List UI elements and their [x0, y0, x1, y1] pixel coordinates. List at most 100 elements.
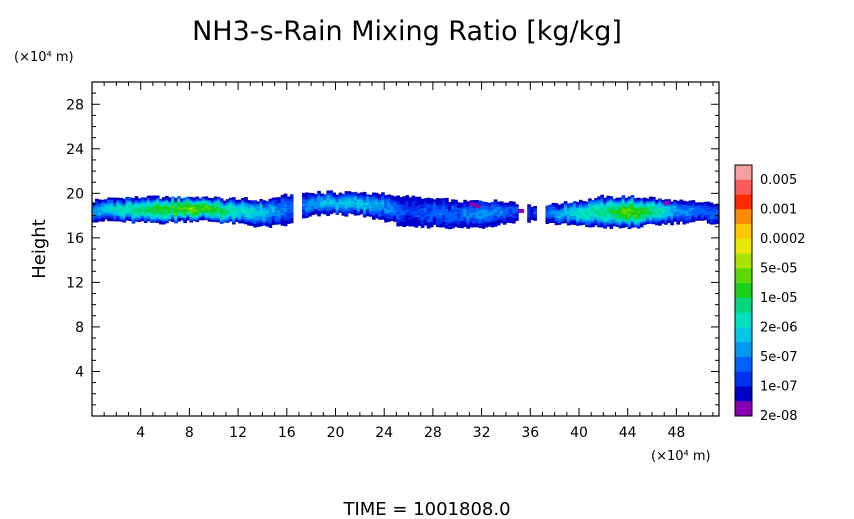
- field-cell: [682, 220, 687, 223]
- field-cell: [429, 217, 434, 221]
- field-cell: [222, 218, 227, 221]
- field-cell: [317, 208, 321, 212]
- field-cell: [146, 202, 151, 206]
- field-cell: [630, 202, 635, 205]
- field-cell: [545, 214, 550, 217]
- field-cell: [442, 208, 446, 212]
- field-cell: [311, 209, 315, 212]
- field-cell: [679, 217, 684, 220]
- field-cell: [177, 215, 181, 219]
- field-cell: [207, 208, 212, 211]
- y-tick-label: 12: [66, 275, 84, 291]
- field-cell: [311, 198, 315, 201]
- field-cell: [113, 218, 117, 222]
- field-cell: [566, 219, 571, 222]
- field-cell: [505, 220, 510, 223]
- field-cell: [588, 205, 592, 208]
- field-cell: [670, 208, 674, 212]
- field-cell: [283, 222, 288, 225]
- field-cell: [393, 217, 397, 221]
- field-cell: [575, 223, 580, 226]
- field-cell: [642, 199, 647, 202]
- field-cell: [679, 199, 684, 202]
- field-cell: [603, 204, 607, 208]
- field-cell: [420, 205, 425, 209]
- field-cell: [435, 222, 440, 226]
- field-cell: [420, 211, 425, 214]
- field-cell: [484, 205, 489, 208]
- field-cell: [247, 212, 251, 215]
- field-cell: [396, 206, 401, 209]
- field-cell: [399, 207, 404, 211]
- field-cell: [228, 219, 233, 222]
- field-cell: [603, 206, 607, 210]
- field-cell: [642, 215, 647, 218]
- field-cell: [612, 214, 617, 218]
- field-cell: [688, 205, 693, 209]
- field-cell: [259, 199, 264, 202]
- field-cell: [250, 200, 254, 203]
- field-cell: [125, 203, 130, 207]
- field-cell: [375, 205, 379, 208]
- field-cell: [241, 199, 245, 203]
- colorbar-label: 5e-05: [760, 261, 798, 276]
- field-cell: [673, 206, 677, 210]
- field-cell: [402, 208, 407, 212]
- field-cell: [703, 208, 708, 212]
- field-cell: [95, 211, 99, 214]
- field-cell: [101, 212, 105, 215]
- field-cell: [405, 216, 410, 219]
- field-cell: [591, 210, 595, 213]
- field-cell: [414, 203, 419, 207]
- field-cell: [624, 208, 629, 211]
- field-cell: [691, 209, 696, 212]
- field-cell: [691, 207, 696, 210]
- field-cell: [320, 205, 324, 209]
- field-cell: [451, 206, 455, 209]
- field-cell: [621, 218, 626, 221]
- field-cell: [493, 206, 498, 209]
- field-cell: [122, 220, 127, 223]
- field-cell: [92, 218, 96, 221]
- field-cell: [381, 210, 385, 213]
- field-cell: [183, 206, 187, 209]
- field-cell: [162, 200, 166, 204]
- field-cell: [575, 212, 580, 216]
- field-cell: [429, 219, 434, 223]
- field-cell: [438, 223, 443, 226]
- field-cell: [347, 207, 352, 210]
- field-cell: [402, 196, 407, 199]
- field-cell: [603, 215, 607, 218]
- field-cell: [347, 203, 352, 207]
- field-cell: [232, 202, 236, 205]
- field-cell: [180, 216, 184, 219]
- field-cell: [399, 202, 404, 205]
- field-cell: [606, 201, 611, 204]
- field-cell: [609, 215, 614, 219]
- field-cell: [426, 206, 431, 209]
- field-cell: [557, 206, 562, 209]
- field-cell: [384, 202, 388, 205]
- field-cell: [235, 219, 239, 222]
- field-cell: [709, 204, 714, 207]
- field-cell: [408, 211, 413, 215]
- field-cell: [475, 212, 480, 215]
- field-cell: [381, 213, 385, 217]
- field-cell: [274, 197, 279, 200]
- field-cell: [189, 212, 194, 216]
- field-cell: [432, 201, 437, 204]
- field-cell: [466, 213, 471, 217]
- field-cell: [335, 203, 340, 207]
- field-cell: [560, 208, 565, 212]
- field-cell: [390, 200, 394, 204]
- field-cell: [615, 201, 620, 204]
- field-cell: [219, 205, 224, 208]
- field-cell: [405, 220, 410, 223]
- field-cell: [232, 218, 236, 221]
- field-cell: [597, 223, 601, 226]
- field-cell: [107, 202, 111, 206]
- field-cell: [314, 206, 318, 209]
- field-cell: [350, 206, 355, 209]
- field-cell: [505, 216, 510, 220]
- field-cell: [165, 208, 169, 211]
